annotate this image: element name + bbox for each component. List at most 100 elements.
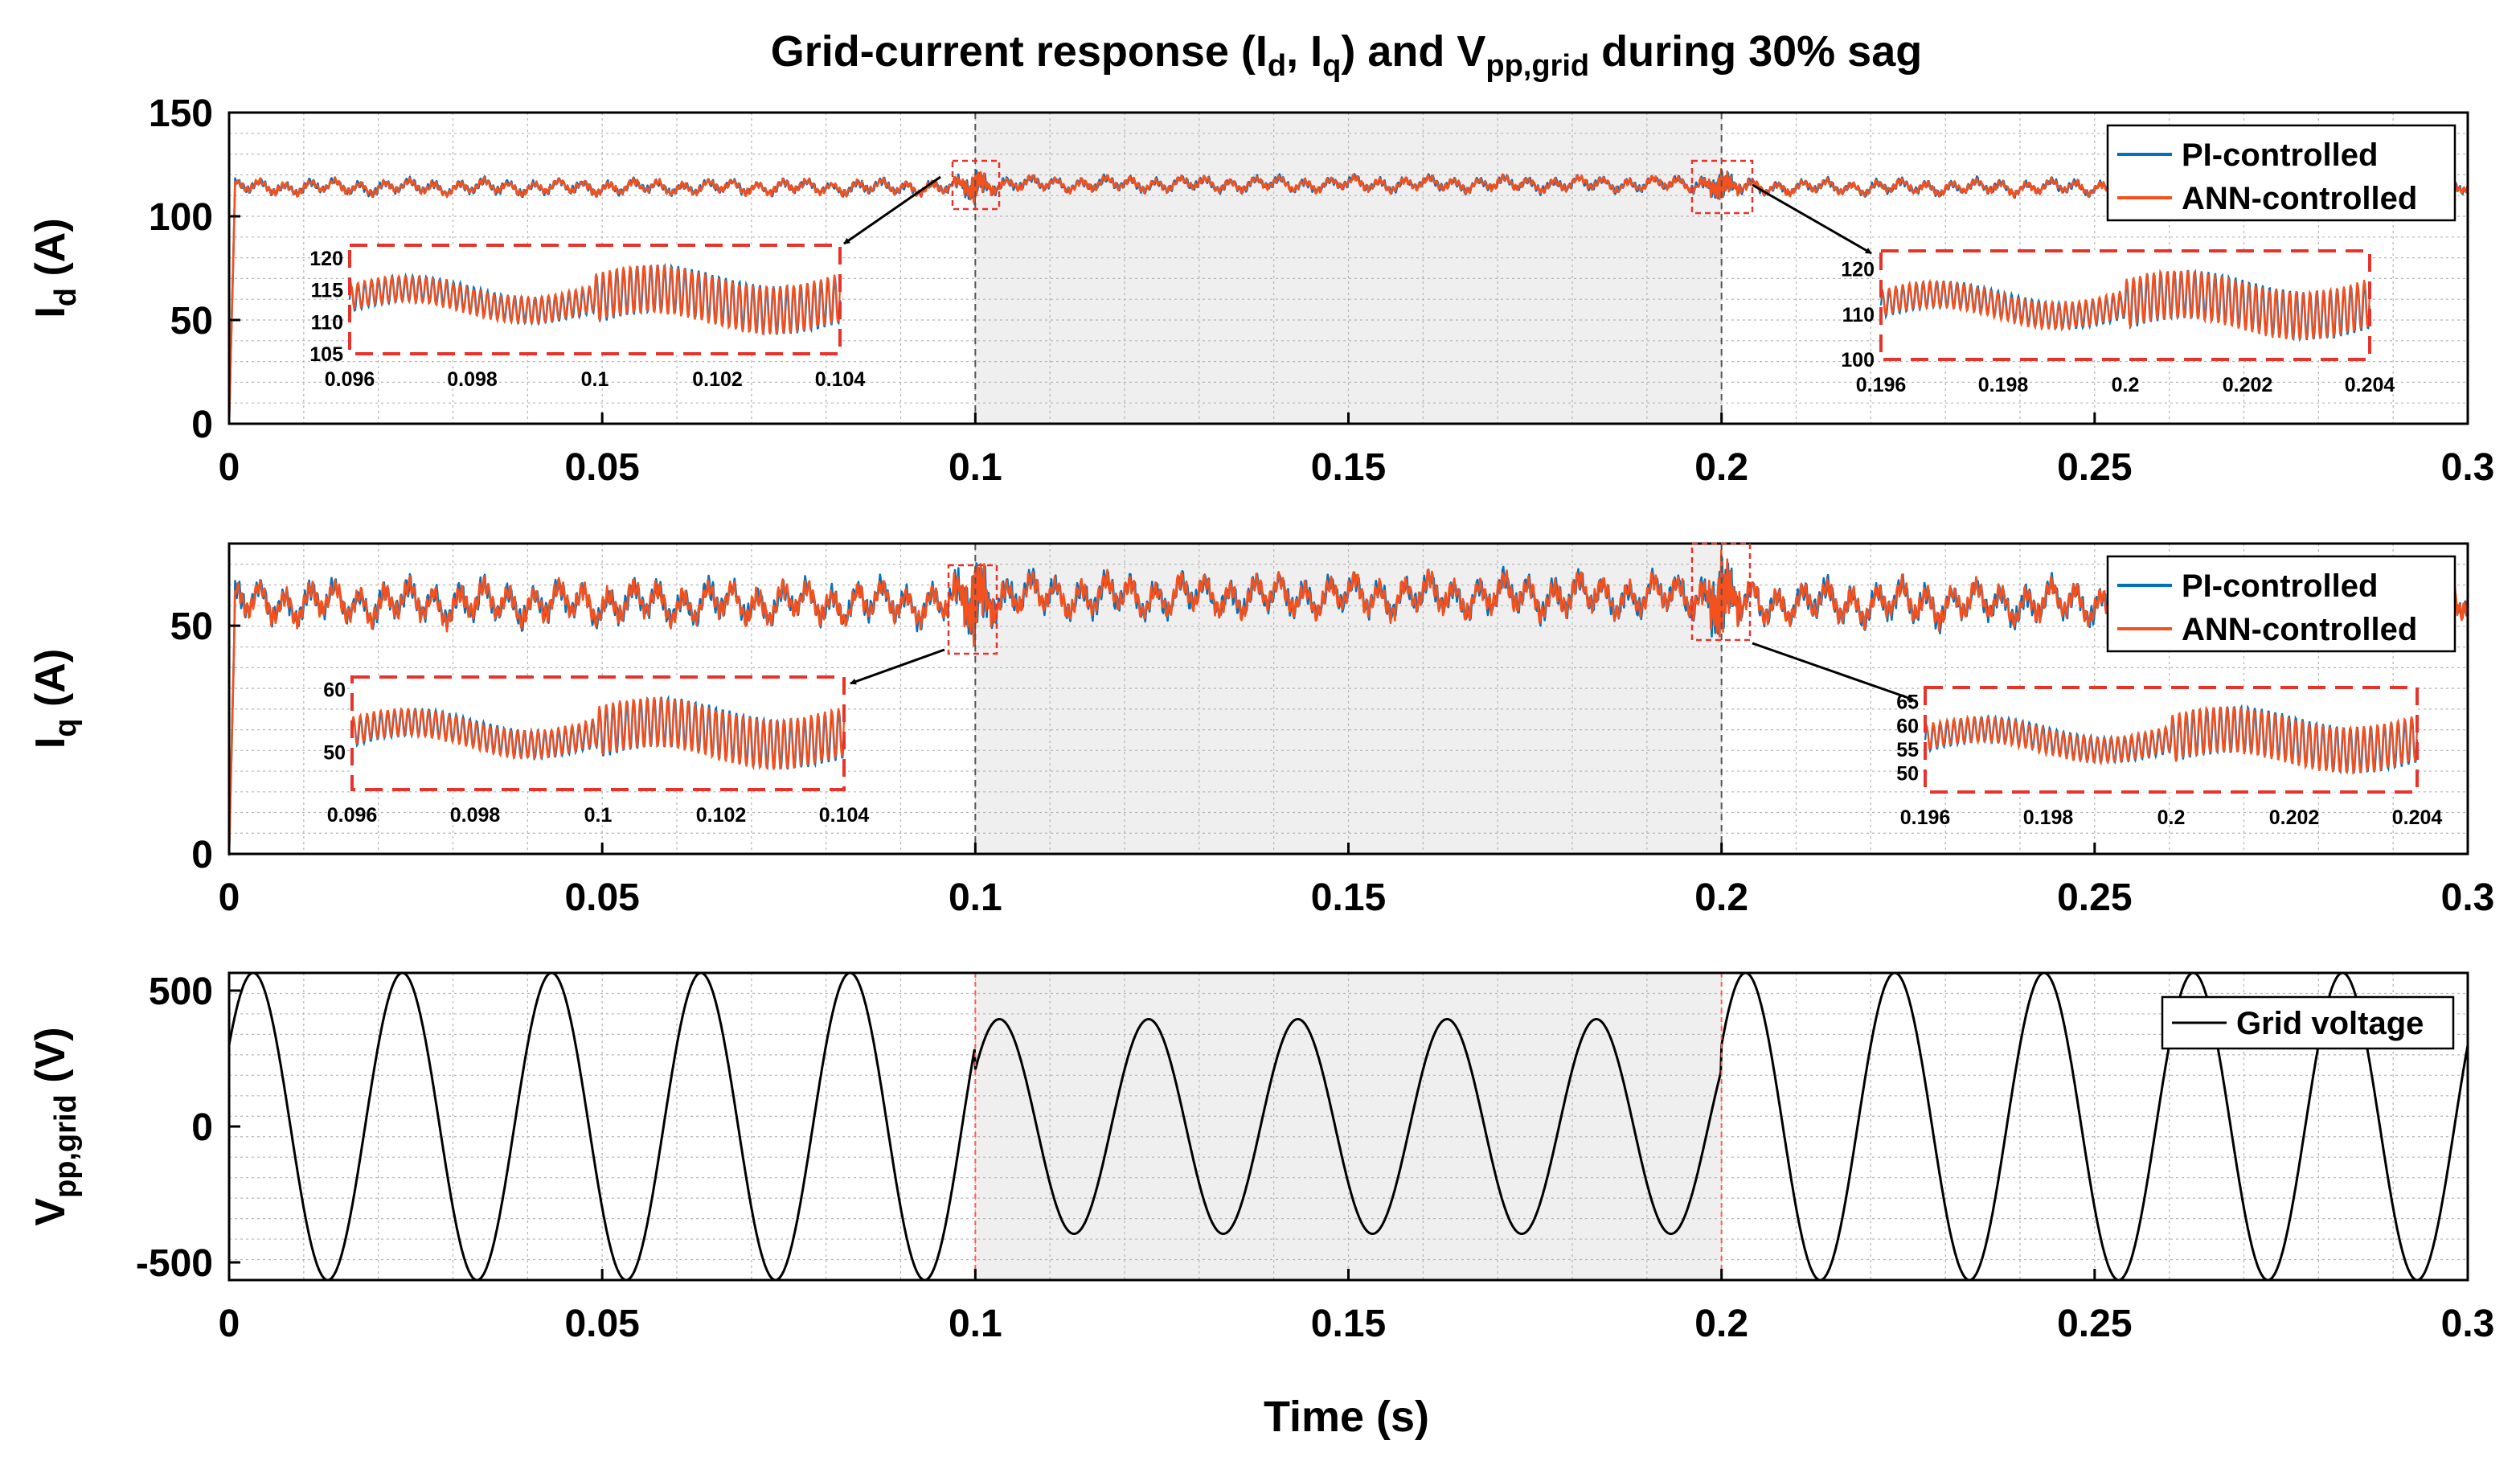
inset-y-tick-label: 65 <box>1896 691 1919 714</box>
x-tick-label: 0.2 <box>1694 1303 1748 1345</box>
legend-label-pi: PI-controlled <box>2182 137 2378 173</box>
inset-x-tick-label: 0.202 <box>2269 806 2320 829</box>
zoom-inset: 0.196 0.198 0.2 0.202 0.204 100 110 120 <box>1690 159 2395 396</box>
y-tick-label: 100 <box>149 196 213 239</box>
zoom-inset: 0.096 0.098 0.1 0.102 0.104 105 110 115 120 <box>309 159 1001 391</box>
inset-y-tick-label: 60 <box>1896 715 1919 737</box>
inset-x-tick-label: 0.096 <box>325 368 375 391</box>
zoom-arrow <box>843 175 941 245</box>
inset-y-tick-label: 110 <box>311 311 343 334</box>
inset-y-tick-label: 100 <box>1841 349 1875 371</box>
x-tick-label: 0.1 <box>949 446 1002 489</box>
inset-frame <box>350 675 846 791</box>
inset-y-tick-label: 55 <box>1896 739 1919 761</box>
inset-x-tick-label: 0.2 <box>2157 806 2186 829</box>
inset-x-tick-label: 0.198 <box>2023 806 2074 829</box>
legend-label-pi: PI-controlled <box>2182 568 2378 604</box>
legend: PI-controlled ANN-controlled <box>2106 124 2456 222</box>
inset-x-tick-label: 0.102 <box>696 804 747 827</box>
inset-y-tick-label: 120 <box>309 248 343 270</box>
inset-x-tick-label: 0.1 <box>584 804 613 827</box>
zoom-region-marker <box>951 159 1001 211</box>
inset-y-tick-label: 120 <box>1841 259 1875 281</box>
y-tick-label: -500 <box>136 1242 213 1285</box>
y-tick-label: 150 <box>149 92 213 135</box>
x-tick-label: 0.15 <box>1311 446 1386 489</box>
x-tick-label: 0.3 <box>2441 876 2495 919</box>
y-tick-label: 500 <box>149 971 213 1013</box>
inset-x-tick-label: 0.196 <box>1856 374 1907 396</box>
inset-y-tick-label: 50 <box>323 741 346 764</box>
x-tick-label: 0 <box>219 1303 240 1345</box>
legend-box <box>2106 555 2456 653</box>
inset-x-tick-label: 0.204 <box>2345 374 2395 396</box>
ann-series <box>227 549 2469 856</box>
inset-x-tick-label: 0.196 <box>1900 806 1951 829</box>
inset-y-tick-label: 115 <box>311 280 343 302</box>
x-tick-label: 0.3 <box>2441 1303 2495 1345</box>
ann-series <box>227 167 2469 425</box>
zoom-region-marker <box>1690 542 1752 642</box>
grid <box>228 972 2469 1281</box>
x-tick-label: 0.25 <box>2057 876 2132 919</box>
iq-panel: 0 0.05 0.1 0.15 0.2 0.25 0.3 0 50 Iq (A) PI-contro… <box>27 542 2495 919</box>
inset-x-tick-label: 0.102 <box>692 368 743 391</box>
legend-box <box>2106 124 2456 222</box>
y-tick-label: 0 <box>191 1106 213 1149</box>
id-panel: 0 0.05 0.1 0.15 0.2 0.25 0.3 0 50 100 150 Id (A) PI-… <box>27 92 2494 489</box>
legend-label-ann: ANN-controlled <box>2182 181 2417 216</box>
inset-ann-series <box>348 264 842 335</box>
x-tick-label: 0.1 <box>949 876 1002 919</box>
inset-x-tick-label: 0.098 <box>450 804 501 827</box>
inset-frame <box>1924 686 2419 794</box>
y-axis-label: Id (A) <box>27 218 83 318</box>
x-tick-label: 0.25 <box>2057 446 2132 489</box>
x-axis-label: Time (s) <box>1264 1393 1429 1441</box>
grid-voltage-series <box>227 971 2469 1282</box>
inset-y-tick-label: 105 <box>309 343 343 366</box>
inset-y-tick-label: 50 <box>1896 762 1919 785</box>
inset-ann-series <box>1924 705 2419 776</box>
inset-x-tick-label: 0.1 <box>581 368 609 391</box>
inset-x-tick-label: 0.096 <box>327 804 378 827</box>
figure-title: Grid-current response (Id, Iq) and Vpp,g… <box>771 27 1922 83</box>
zoom-arrow <box>850 648 945 685</box>
x-tick-label: 0.05 <box>564 446 639 489</box>
inset-x-tick-label: 0.2 <box>2112 374 2140 396</box>
y-axis-label: Iq (A) <box>27 649 83 749</box>
x-tick-label: 0.3 <box>2441 446 2495 489</box>
x-tick-label: 0.2 <box>1694 446 1748 489</box>
inset-ann-series <box>350 697 846 771</box>
zoom-region-marker <box>947 564 998 655</box>
y-tick-label: 0 <box>191 404 213 446</box>
x-tick-label: 0.25 <box>2057 1303 2132 1345</box>
x-tick-label: 0.2 <box>1694 876 1748 919</box>
legend-label-ann: ANN-controlled <box>2182 612 2417 647</box>
inset-x-tick-label: 0.204 <box>2392 806 2443 829</box>
x-tick-label: 0 <box>219 876 240 919</box>
inset-x-tick-label: 0.098 <box>447 368 498 391</box>
x-tick-label: 0 <box>219 446 240 489</box>
inset-x-tick-label: 0.104 <box>819 804 870 827</box>
y-axis-label: Vpp,grid (V) <box>27 1027 83 1225</box>
inset-x-tick-label: 0.202 <box>2223 374 2273 396</box>
zoom-region-marker <box>1690 159 1754 215</box>
inset-x-tick-label: 0.104 <box>815 368 866 391</box>
zoom-inset: 0.096 0.098 0.1 0.102 0.104 50 60 <box>323 564 998 827</box>
x-tick-label: 0.15 <box>1311 876 1386 919</box>
legend: Grid voltage <box>2161 995 2455 1050</box>
x-tick-label: 0.15 <box>1311 1303 1386 1345</box>
x-tick-label: 0.1 <box>949 1303 1002 1345</box>
inset-y-tick-label: 110 <box>1842 304 1875 326</box>
zoom-arrow <box>1752 642 1914 701</box>
x-tick-label: 0.05 <box>564 876 639 919</box>
legend: PI-controlled ANN-controlled <box>2106 555 2456 653</box>
zoom-arrow <box>1752 183 1872 255</box>
y-tick-label: 50 <box>170 605 213 648</box>
inset-y-tick-label: 60 <box>323 679 346 702</box>
y-tick-label: 50 <box>170 300 213 343</box>
inset-x-tick-label: 0.198 <box>1978 374 2029 396</box>
